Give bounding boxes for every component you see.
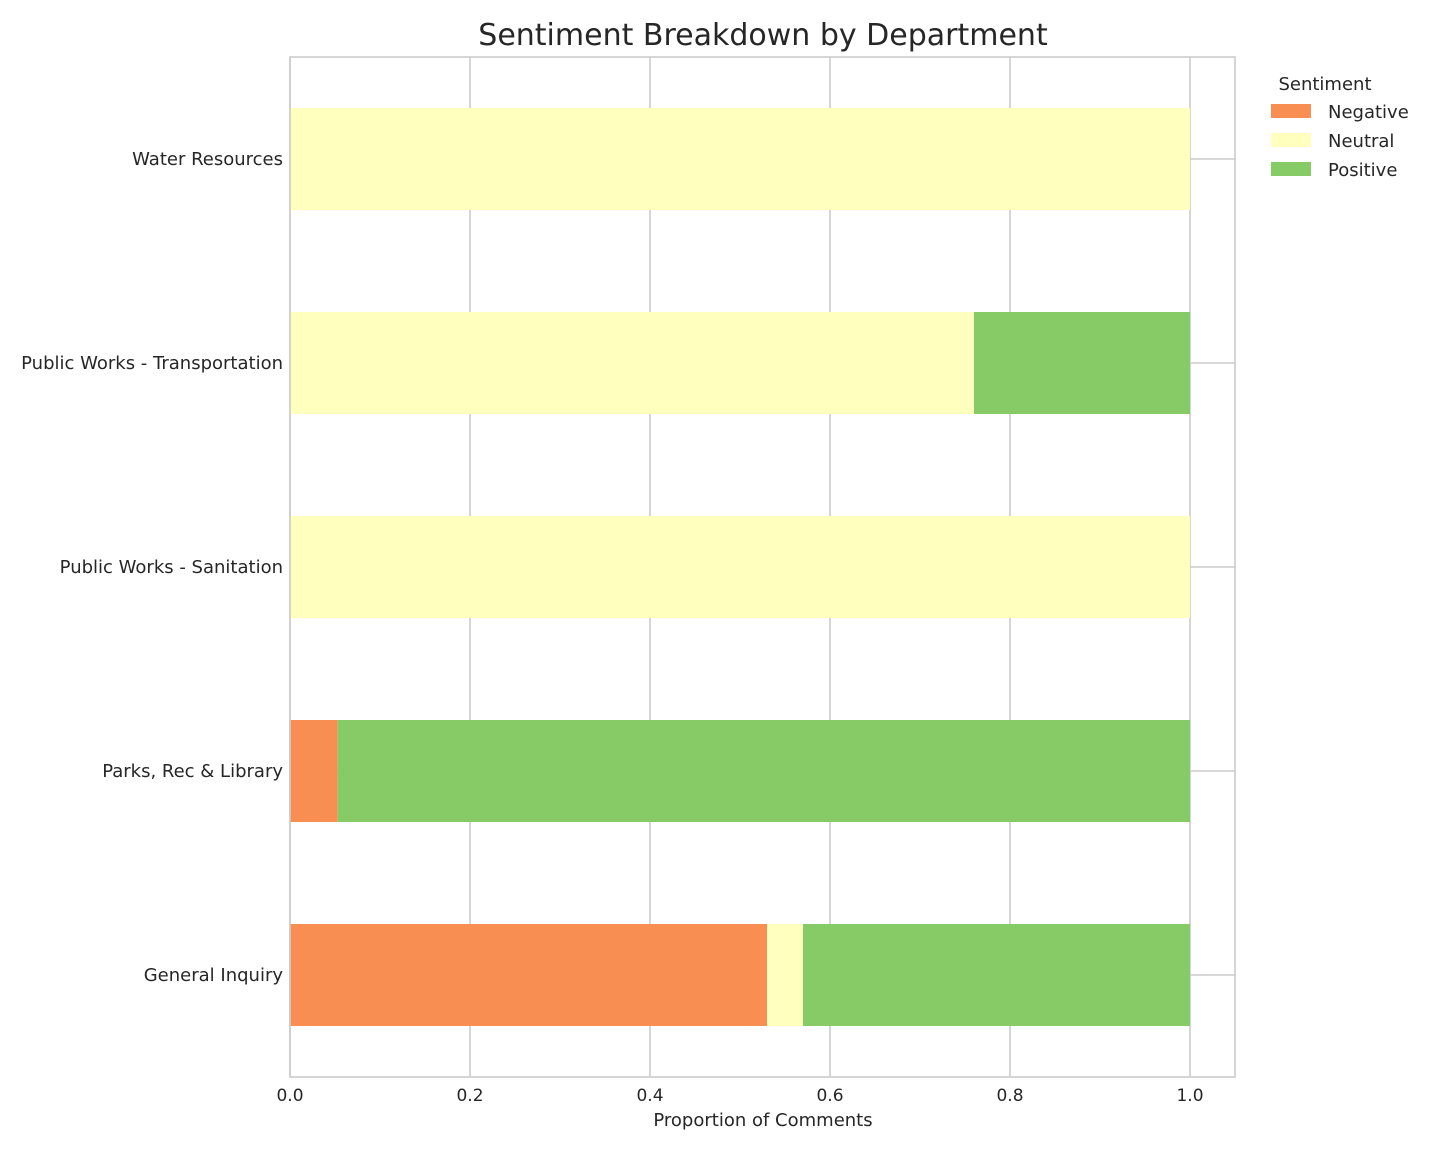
legend-swatch-neutral bbox=[1271, 133, 1311, 147]
legend-swatch-negative bbox=[1271, 104, 1311, 118]
bar-negative-parks-rec-library bbox=[290, 720, 338, 822]
bars bbox=[290, 108, 1190, 1026]
y-tick-label: Public Works - Transportation bbox=[21, 353, 283, 374]
y-tick-label: Public Works - Sanitation bbox=[60, 557, 283, 578]
bar-neutral-public-works-transportation bbox=[290, 312, 974, 414]
y-tick-label: Water Resources bbox=[132, 149, 283, 170]
x-tick-label: 0.6 bbox=[816, 1086, 843, 1106]
x-tick-label: 0.2 bbox=[456, 1086, 483, 1106]
y-tick-label: General Inquiry bbox=[144, 965, 284, 986]
bar-neutral-public-works-sanitation bbox=[290, 516, 1190, 618]
chart-title: Sentiment Breakdown by Department bbox=[478, 18, 1048, 53]
bar-neutral-general-inquiry bbox=[767, 924, 803, 1026]
x-tick-label: 0.0 bbox=[276, 1086, 303, 1106]
plot-frame bbox=[289, 56, 1236, 1078]
axes: 0.0 0.2 0.4 0.6 0.8 1.0 General Inquiry Parks, … bbox=[21, 56, 1236, 1106]
y-tick-label: Parks, Rec & Library bbox=[102, 761, 283, 782]
x-axis-label: Proportion of Comments bbox=[653, 1110, 872, 1131]
bar-positive-general-inquiry bbox=[803, 924, 1190, 1026]
legend-swatch-positive bbox=[1271, 162, 1311, 176]
bar-positive-parks-rec-library bbox=[337, 720, 1190, 822]
bar-neutral-water-resources bbox=[290, 108, 1190, 210]
x-tick-label: 0.8 bbox=[996, 1086, 1023, 1106]
x-tick-label: 1.0 bbox=[1176, 1086, 1203, 1106]
bar-negative-general-inquiry bbox=[290, 924, 767, 1026]
legend: Sentiment Negative Neutral Positive bbox=[1271, 74, 1409, 181]
legend-label-neutral: Neutral bbox=[1328, 131, 1394, 152]
x-tick-label: 0.4 bbox=[636, 1086, 663, 1106]
legend-label-positive: Positive bbox=[1328, 160, 1397, 181]
bar-positive-public-works-transportation bbox=[974, 312, 1190, 414]
legend-title: Sentiment bbox=[1278, 74, 1371, 95]
legend-label-negative: Negative bbox=[1328, 102, 1409, 123]
